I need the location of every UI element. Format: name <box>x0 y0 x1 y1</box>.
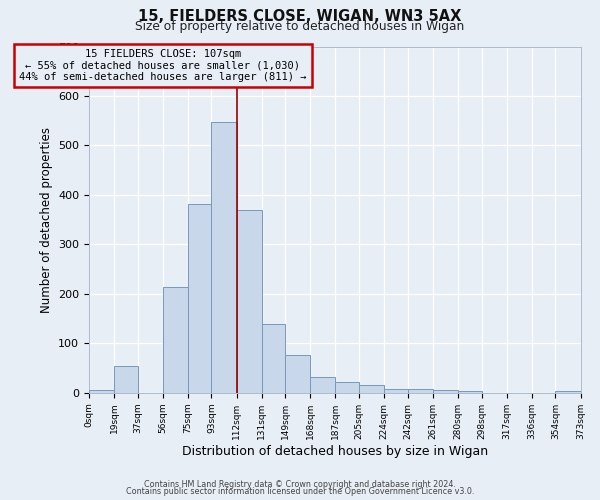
Bar <box>384 389 408 393</box>
Bar <box>211 122 236 393</box>
Y-axis label: Number of detached properties: Number of detached properties <box>40 126 53 312</box>
Bar <box>188 204 211 393</box>
Text: Contains HM Land Registry data © Crown copyright and database right 2024.: Contains HM Land Registry data © Crown c… <box>144 480 456 489</box>
Bar <box>163 288 188 393</box>
Bar <box>458 392 482 393</box>
Text: Size of property relative to detached houses in Wigan: Size of property relative to detached ho… <box>136 20 464 33</box>
Text: 15, FIELDERS CLOSE, WIGAN, WN3 5AX: 15, FIELDERS CLOSE, WIGAN, WN3 5AX <box>139 9 461 24</box>
Bar <box>236 210 262 393</box>
Bar <box>408 389 433 393</box>
Bar <box>114 366 137 393</box>
Bar <box>556 392 581 393</box>
Bar <box>433 390 458 393</box>
X-axis label: Distribution of detached houses by size in Wigan: Distribution of detached houses by size … <box>182 444 488 458</box>
Bar <box>285 354 310 393</box>
Bar <box>359 386 384 393</box>
Bar <box>335 382 359 393</box>
Bar <box>89 390 114 393</box>
Bar <box>262 324 285 393</box>
Text: Contains public sector information licensed under the Open Government Licence v3: Contains public sector information licen… <box>126 488 474 496</box>
Bar <box>310 377 335 393</box>
Text: 15 FIELDERS CLOSE: 107sqm
← 55% of detached houses are smaller (1,030)
44% of se: 15 FIELDERS CLOSE: 107sqm ← 55% of detac… <box>19 49 307 82</box>
